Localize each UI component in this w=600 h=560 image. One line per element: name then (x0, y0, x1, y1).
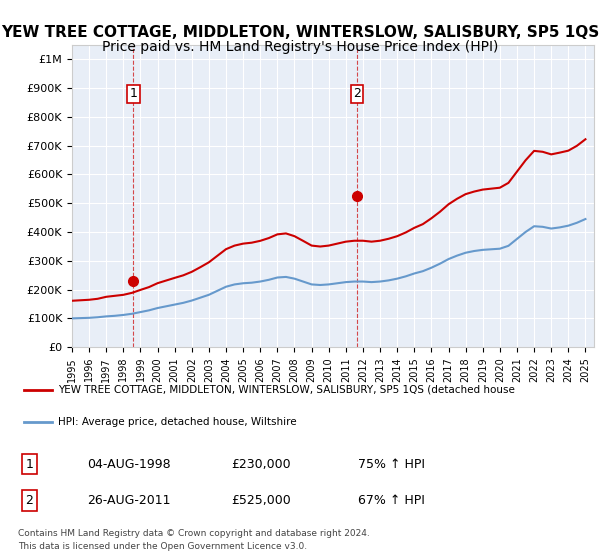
Text: Price paid vs. HM Land Registry's House Price Index (HPI): Price paid vs. HM Land Registry's House … (102, 40, 498, 54)
Text: 2: 2 (353, 87, 361, 100)
Text: 67% ↑ HPI: 67% ↑ HPI (358, 494, 424, 507)
Text: YEW TREE COTTAGE, MIDDLETON, WINTERSLOW, SALISBURY, SP5 1QS: YEW TREE COTTAGE, MIDDLETON, WINTERSLOW,… (1, 25, 599, 40)
Text: £525,000: £525,000 (231, 494, 290, 507)
Text: HPI: Average price, detached house, Wiltshire: HPI: Average price, detached house, Wilt… (58, 417, 297, 427)
Text: YEW TREE COTTAGE, MIDDLETON, WINTERSLOW, SALISBURY, SP5 1QS (detached house: YEW TREE COTTAGE, MIDDLETON, WINTERSLOW,… (58, 385, 515, 395)
Text: This data is licensed under the Open Government Licence v3.0.: This data is licensed under the Open Gov… (18, 542, 307, 551)
Text: 04-AUG-1998: 04-AUG-1998 (87, 458, 170, 470)
Text: 2: 2 (25, 494, 33, 507)
Text: 1: 1 (25, 458, 33, 470)
Text: 75% ↑ HPI: 75% ↑ HPI (358, 458, 425, 470)
Text: 26-AUG-2011: 26-AUG-2011 (87, 494, 170, 507)
Text: £230,000: £230,000 (231, 458, 290, 470)
Text: Contains HM Land Registry data © Crown copyright and database right 2024.: Contains HM Land Registry data © Crown c… (18, 529, 370, 538)
Text: 1: 1 (130, 87, 137, 100)
